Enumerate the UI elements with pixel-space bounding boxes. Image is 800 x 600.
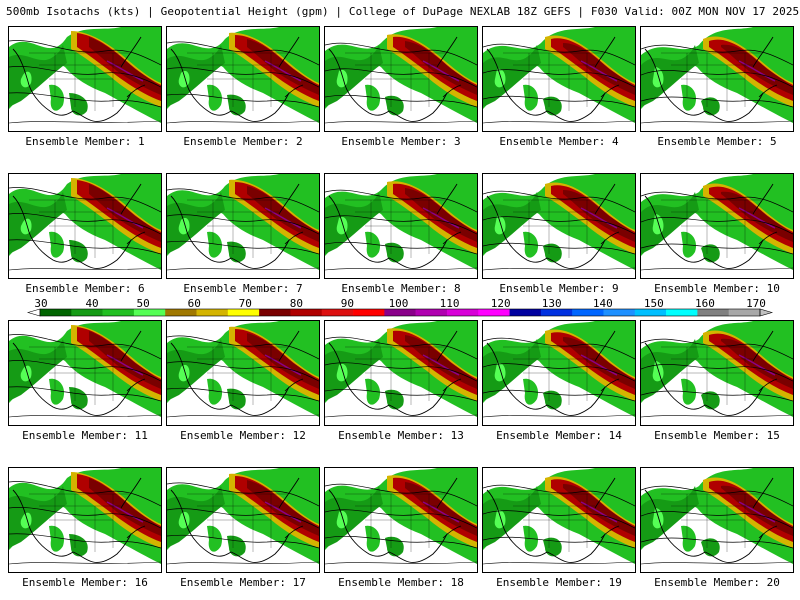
- colorbar-segment: [353, 309, 385, 316]
- colorbar-tick-label: 110: [439, 297, 460, 310]
- ensemble-label-11: Ensemble Member: 11: [22, 429, 148, 442]
- colorbar-left-arrow: [26, 308, 41, 317]
- ensemble-label-10: Ensemble Member: 10: [654, 282, 780, 295]
- colorbar-segment: [540, 309, 573, 316]
- ensemble-map-4: [482, 26, 636, 132]
- ensemble-label-18: Ensemble Member: 18: [338, 576, 464, 589]
- colorbar-tick-label: 50: [136, 297, 150, 310]
- ensemble-map-10: [640, 173, 794, 279]
- ensemble-map-2: [166, 26, 320, 132]
- ensemble-map-7: [166, 173, 320, 279]
- ensemble-map-13: [324, 320, 478, 426]
- ensemble-label-8: Ensemble Member: 8: [341, 282, 461, 295]
- ensemble-label-4: Ensemble Member: 4: [499, 135, 619, 148]
- colorbar-segment: [227, 309, 260, 316]
- ensemble-map-12: [166, 320, 320, 426]
- colorbar-segment: [415, 309, 448, 316]
- colorbar-tick-label: 90: [340, 297, 355, 310]
- colorbar-segment: [133, 309, 166, 316]
- ensemble-label-5: Ensemble Member: 5: [657, 135, 777, 148]
- colorbar-tick-label: 140: [592, 297, 613, 310]
- colorbar-tick-label: 100: [388, 297, 409, 310]
- ensemble-map-11: [8, 320, 162, 426]
- colorbar-tick-label: 70: [238, 297, 252, 310]
- colorbar-segment: [478, 309, 510, 316]
- colorbar-segment: [290, 309, 323, 316]
- colorbar-segment: [697, 309, 729, 316]
- colorbar: [26, 308, 774, 317]
- ensemble-map-5: [640, 26, 794, 132]
- ensemble-label-14: Ensemble Member: 14: [496, 429, 622, 442]
- colorbar-segment: [165, 309, 197, 316]
- ensemble-label-9: Ensemble Member: 9: [499, 282, 619, 295]
- colorbar-segment: [196, 309, 229, 316]
- colorbar-right-arrow: [759, 308, 774, 317]
- ensemble-map-16: [8, 467, 162, 573]
- colorbar-segment: [321, 309, 354, 316]
- ensemble-map-6: [8, 173, 162, 279]
- colorbar-tick-label: 130: [541, 297, 562, 310]
- ensemble-label-6: Ensemble Member: 6: [25, 282, 145, 295]
- ensemble-label-17: Ensemble Member: 17: [180, 576, 306, 589]
- colorbar-tick-label: 60: [187, 297, 201, 310]
- colorbar-segment: [259, 309, 291, 316]
- ensemble-label-7: Ensemble Member: 7: [183, 282, 303, 295]
- ensemble-map-8: [324, 173, 478, 279]
- colorbar-tick-label: 30: [34, 297, 48, 310]
- colorbar-segment: [572, 309, 604, 316]
- colorbar-segment: [634, 309, 667, 316]
- colorbar-segment: [71, 309, 103, 316]
- ensemble-label-3: Ensemble Member: 3: [341, 135, 461, 148]
- ensemble-label-1: Ensemble Member: 1: [25, 135, 145, 148]
- page-title: 500mb Isotachs (kts) | Geopotential Heig…: [6, 5, 800, 18]
- colorbar-segment: [666, 309, 698, 316]
- ensemble-label-12: Ensemble Member: 12: [180, 429, 306, 442]
- colorbar-tick-label: 80: [289, 297, 303, 310]
- colorbar-segment: [603, 309, 636, 316]
- colorbar-tick-label: 40: [85, 297, 99, 310]
- colorbar-tick-label: 170: [746, 297, 766, 310]
- ensemble-label-20: Ensemble Member: 20: [654, 576, 780, 589]
- ensemble-map-15: [640, 320, 794, 426]
- colorbar-tick-label: 120: [490, 297, 511, 310]
- ensemble-label-15: Ensemble Member: 15: [654, 429, 780, 442]
- colorbar-segment: [102, 309, 135, 316]
- colorbar-segment: [40, 309, 72, 316]
- colorbar-segment: [446, 309, 479, 316]
- ensemble-label-13: Ensemble Member: 13: [338, 429, 464, 442]
- colorbar-tick-label: 150: [643, 297, 664, 310]
- ensemble-map-3: [324, 26, 478, 132]
- ensemble-map-14: [482, 320, 636, 426]
- ensemble-map-19: [482, 467, 636, 573]
- colorbar-segment: [509, 309, 542, 316]
- ensemble-map-17: [166, 467, 320, 573]
- ensemble-label-2: Ensemble Member: 2: [183, 135, 303, 148]
- ensemble-map-18: [324, 467, 478, 573]
- colorbar-tick-label: 160: [694, 297, 715, 310]
- ensemble-map-20: [640, 467, 794, 573]
- colorbar-segment: [728, 309, 761, 316]
- ensemble-map-9: [482, 173, 636, 279]
- colorbar-segment: [384, 309, 416, 316]
- ensemble-map-1: [8, 26, 162, 132]
- ensemble-label-19: Ensemble Member: 19: [496, 576, 622, 589]
- ensemble-label-16: Ensemble Member: 16: [22, 576, 148, 589]
